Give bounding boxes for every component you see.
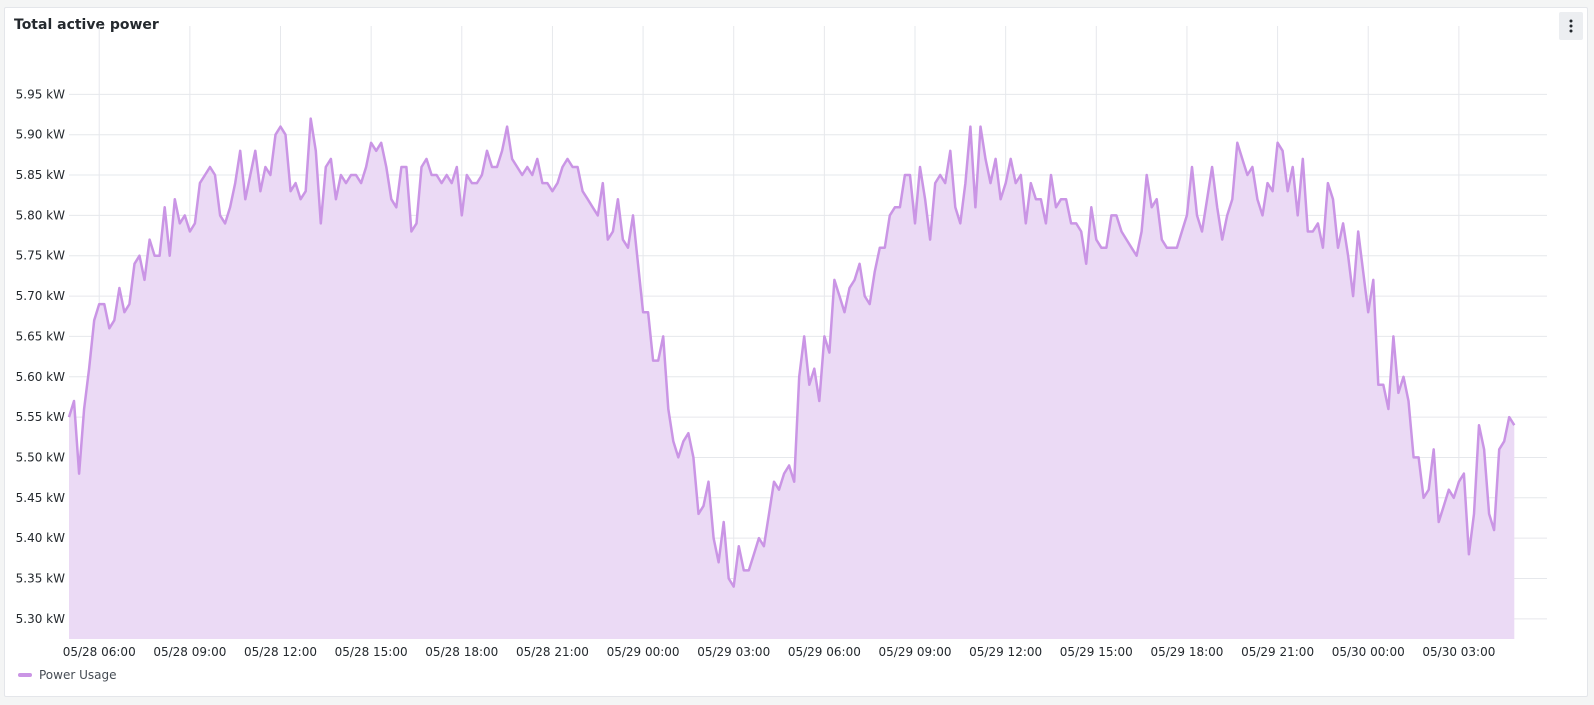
y-tick-label: 5.45 kW — [16, 491, 65, 505]
legend-swatch — [18, 673, 32, 677]
x-tick-label: 05/29 03:00 — [697, 645, 770, 659]
x-tick-label: 05/28 21:00 — [516, 645, 589, 659]
x-tick-label: 05/29 18:00 — [1150, 645, 1223, 659]
y-tick-label: 5.30 kW — [16, 612, 65, 626]
y-tick-label: 5.40 kW — [16, 531, 65, 545]
x-tick-label: 05/29 21:00 — [1241, 645, 1314, 659]
x-tick-label: 05/29 15:00 — [1060, 645, 1133, 659]
y-tick-label: 5.35 kW — [16, 571, 65, 585]
x-tick-label: 05/28 09:00 — [153, 645, 226, 659]
y-tick-label: 5.50 kW — [16, 450, 65, 464]
series-area-power-usage — [69, 118, 1515, 640]
panel-title: Total active power — [14, 17, 159, 33]
chart-panel: Total active power 5.30 kW 5.35 kW 5.40 kW… — [4, 7, 1588, 697]
power-chart[interactable]: 5.30 kW 5.35 kW 5.40 kW 5.45 kW 5.50 kW 5.55 … — [5, 8, 1589, 668]
y-tick-label: 5.95 kW — [16, 87, 65, 101]
y-tick-label: 5.70 kW — [16, 289, 65, 303]
y-tick-label: 5.60 kW — [16, 370, 65, 384]
y-tick-label: 5.65 kW — [16, 329, 65, 343]
x-tick-label: 05/28 15:00 — [335, 645, 408, 659]
legend-label-power-usage[interactable]: Power Usage — [39, 668, 117, 682]
panel-menu-button[interactable] — [1559, 12, 1583, 40]
x-tick-label: 05/30 03:00 — [1422, 645, 1495, 659]
x-tick-label: 05/28 12:00 — [244, 645, 317, 659]
series-line-power-usage — [67, 117, 1516, 588]
x-tick-label: 05/28 06:00 — [63, 645, 136, 659]
legend: Power Usage — [18, 668, 116, 682]
y-tick-label: 5.85 kW — [16, 168, 65, 182]
x-tick-label: 05/29 00:00 — [607, 645, 680, 659]
x-tick-label: 05/30 00:00 — [1332, 645, 1405, 659]
y-tick-label: 5.55 kW — [16, 410, 65, 424]
panel-header: Total active power — [5, 8, 1587, 42]
y-tick-label: 5.80 kW — [16, 208, 65, 222]
kebab-menu-icon — [1569, 19, 1573, 33]
x-tick-label: 05/28 18:00 — [425, 645, 498, 659]
y-tick-label: 5.75 kW — [16, 249, 65, 263]
x-tick-label: 05/29 12:00 — [969, 645, 1042, 659]
x-tick-label: 05/29 06:00 — [788, 645, 861, 659]
y-tick-label: 5.90 kW — [16, 128, 65, 142]
x-tick-label: 05/29 09:00 — [879, 645, 952, 659]
